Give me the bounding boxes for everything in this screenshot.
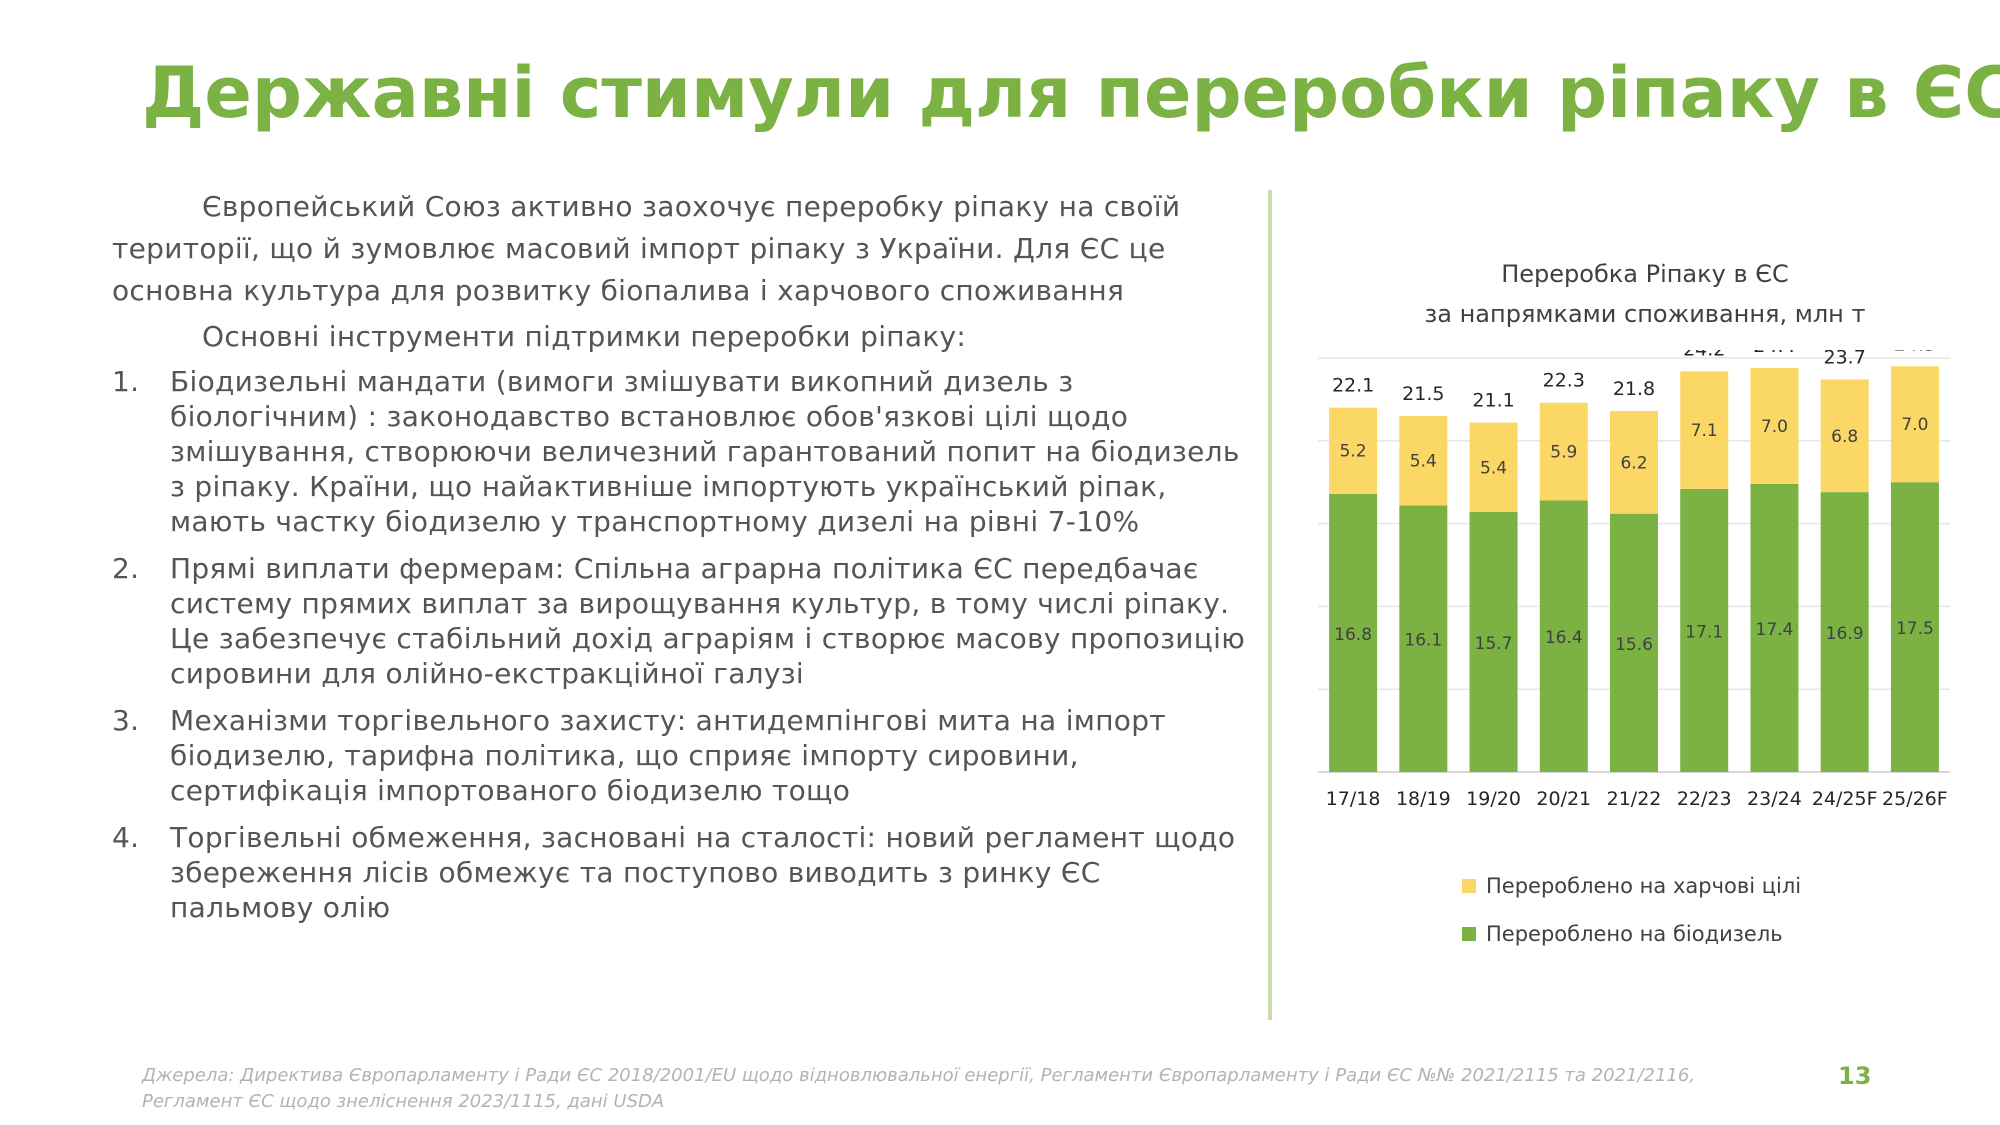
legend-item-food: Перероблено на харчові цілі [1462,862,1801,910]
data-label-total: 23.7 [1824,350,1866,369]
data-label-total: 24.4 [1753,350,1795,357]
legend-swatch-biodiesel [1462,927,1476,941]
list-number: 4. [112,821,140,854]
list-number: 2. [112,552,140,585]
data-label-biodiesel: 16.1 [1404,631,1442,651]
data-label-food: 7.1 [1691,421,1718,441]
x-tick-label: 21/22 [1607,788,1662,810]
data-label-biodiesel: 17.5 [1896,619,1934,639]
list-number: 1. [112,365,140,398]
bar-biodiesel [1329,493,1378,772]
page-number: 13 [1838,1062,1872,1090]
data-label-total: 21.5 [1402,383,1444,405]
tools-heading: Основні інструменти підтримки переробки … [202,320,967,353]
bar-food [1890,366,1939,483]
list-text: Механізми торгівельного захисту: антидем… [170,704,1166,807]
data-label-food: 7.0 [1761,417,1788,437]
bar-food [1539,402,1588,501]
x-tick-label: 25/26F [1882,788,1948,810]
data-label-food: 5.4 [1410,452,1437,472]
legend-label-biodiesel: Перероблено на біодизель [1486,922,1783,946]
bar-food [1329,407,1378,494]
vertical-divider [1268,190,1272,1020]
data-label-biodiesel: 16.4 [1545,628,1583,648]
data-label-total: 21.8 [1613,378,1655,400]
data-label-food: 7.0 [1901,415,1928,435]
list-item: 3. Механізми торгівельного захисту: антид… [112,703,1247,808]
bar-biodiesel [1399,505,1448,772]
intro-paragraph: Європейський Союз активно заохочує перер… [112,190,1181,307]
list-number: 3. [112,704,140,737]
legend-item-biodiesel: Перероблено на біодизель [1462,910,1801,958]
x-tick-label: 20/21 [1536,788,1591,810]
body-text: Європейський Союз активно заохочує перер… [112,186,1247,937]
stacked-bar-chart: 16.8 5.2 22.1 17/18 16.1 5.4 21.5 18/19 15.7 5.4 2… [1318,350,1950,810]
bar-food [1680,371,1729,489]
data-label-food: 5.4 [1480,458,1507,478]
chart-title: Переробка Ріпаку в ЄС за напрямками спож… [1300,254,1990,334]
bar-biodiesel [1539,500,1588,772]
data-label-biodiesel: 16.8 [1334,625,1372,645]
list-text: Торгівельні обмеження, засновані на стал… [170,821,1236,924]
data-label-food: 6.2 [1620,453,1647,473]
bar-biodiesel [1610,513,1658,772]
list-item: 4. Торгівельні обмеження, засновані на ст… [112,820,1247,925]
data-label-biodiesel: 15.7 [1475,634,1513,654]
bar-biodiesel [1890,482,1939,772]
bar-food [1469,422,1518,513]
x-tick-label: 24/25F [1812,788,1878,810]
bar-biodiesel [1469,512,1518,772]
bar-food [1750,367,1799,484]
legend-label-food: Перероблено на харчові цілі [1486,874,1802,898]
data-label-food: 6.8 [1831,427,1858,447]
data-label-biodiesel: 17.1 [1685,622,1723,642]
chart-legend: Перероблено на харчові цілі Перероблено … [1462,862,1801,958]
bar-food [1399,415,1448,506]
page-title: Державні стимули для переробки ріпаку в … [142,52,2000,134]
bar-biodiesel [1750,483,1799,772]
chart-title-line1: Переробка Ріпаку в ЄС [1501,260,1789,288]
data-label-total: 24.2 [1683,350,1725,360]
data-label-total: 24.5 [1894,350,1936,355]
data-label-biodiesel: 16.9 [1826,624,1864,644]
data-label-total: 22.3 [1543,370,1585,392]
x-tick-label: 17/18 [1326,788,1381,810]
source-note: Джерела: Директива Європарламенту і Ради… [142,1065,1696,1112]
bar-food [1820,379,1869,493]
data-label-biodiesel: 17.4 [1756,620,1794,640]
list-text: Прямі виплати фермерам: Спільна аграрна … [170,552,1246,690]
list-item: 1. Біодизельні мандати (вимоги змішувати … [112,364,1247,539]
bar-biodiesel [1820,492,1869,772]
bar-food [1610,410,1658,514]
data-label-biodiesel: 15.6 [1615,635,1653,655]
x-tick-label: 23/24 [1747,788,1802,810]
x-tick-label: 22/23 [1677,788,1732,810]
x-tick-label: 18/19 [1396,788,1451,810]
list-item: 2. Прямі виплати фермерам: Спільна аграрн… [112,551,1247,691]
data-label-food: 5.9 [1550,443,1577,463]
legend-swatch-food [1462,879,1476,893]
chart-title-line2: за напрямками споживання, млн т [1424,300,1866,328]
data-label-food: 5.2 [1340,442,1367,462]
bar-biodiesel [1680,488,1729,772]
data-label-total: 22.1 [1332,375,1374,397]
data-label-total: 21.1 [1472,390,1514,412]
tools-list: 1. Біодизельні мандати (вимоги змішувати … [112,364,1247,925]
x-tick-label: 19/20 [1466,788,1521,810]
list-text: Біодизельні мандати (вимоги змішувати ви… [170,365,1240,538]
